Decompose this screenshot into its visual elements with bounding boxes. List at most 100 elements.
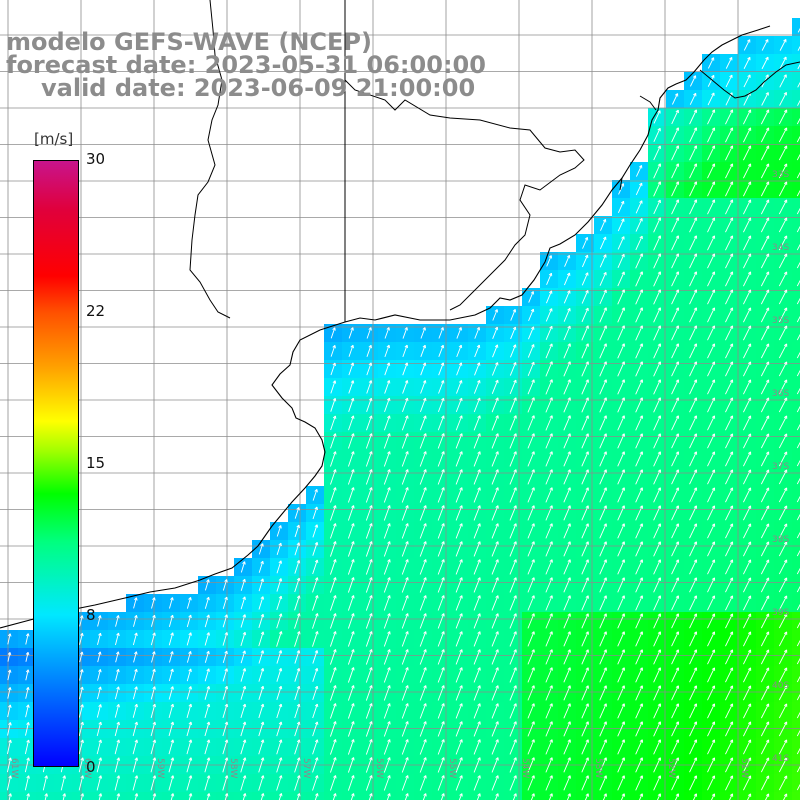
wind-arrow (365, 685, 373, 701)
wind-arrow (527, 739, 535, 755)
wind-arrow (725, 433, 734, 449)
wind-arrow (563, 649, 571, 665)
wind-arrow (419, 685, 427, 701)
wind-arrow (743, 541, 752, 557)
wind-arrow (365, 721, 373, 737)
wind-arrow (527, 505, 535, 521)
wind-arrow (276, 739, 283, 755)
wind-arrow (365, 505, 373, 521)
wind-arrow (743, 505, 752, 521)
wind-cell (90, 792, 109, 800)
wind-arrow (707, 559, 716, 575)
wind-arrow (383, 757, 391, 773)
wind-arrow (420, 397, 427, 413)
wind-arrow (294, 577, 301, 593)
wind-arrow (329, 775, 337, 791)
wind-arrow (437, 595, 445, 611)
wind-arrow (545, 505, 553, 521)
wind-arrow (473, 703, 481, 719)
wind-arrow (599, 415, 607, 431)
wind-arrow (545, 739, 553, 755)
wind-arrow (419, 451, 427, 467)
wind-arrow (581, 703, 589, 719)
wind-arrow (133, 597, 138, 609)
wind-arrow (689, 703, 698, 719)
wind-arrow (330, 380, 337, 394)
wind-arrow (689, 523, 698, 539)
wind-arrow (458, 793, 463, 800)
wind-arrow (707, 757, 716, 773)
wind-arrow (725, 595, 734, 611)
wind-arrow (546, 272, 553, 285)
wind-arrow (312, 541, 319, 556)
wind-arrow (330, 327, 336, 339)
wind-arrow (240, 739, 247, 755)
wind-arrow (491, 649, 499, 665)
wind-arrow (671, 631, 680, 647)
wind-arrow (96, 704, 102, 718)
wind-arrow (671, 289, 680, 305)
wind-arrow (760, 397, 770, 413)
wind-arrow (653, 703, 662, 719)
wind-arrow (455, 649, 463, 665)
wind-arrow (689, 343, 698, 359)
wind-cell (378, 792, 397, 800)
wind-arrow (510, 344, 517, 358)
wind-arrow (365, 667, 373, 683)
wind-arrow (491, 631, 499, 647)
lon-label: 55W (447, 758, 457, 778)
wind-arrow (204, 596, 210, 609)
wind-arrow (671, 613, 680, 629)
wind-arrow (796, 513, 800, 521)
wind-arrow (545, 649, 553, 665)
wind-arrow (150, 757, 157, 773)
wind-arrow (455, 415, 463, 431)
wind-arrow (527, 631, 535, 647)
wind-arrow (206, 793, 211, 800)
wind-cell (486, 792, 505, 800)
wind-arrow (797, 45, 800, 51)
wind-arrow (635, 505, 643, 521)
wind-arrow (653, 451, 662, 467)
wind-arrow (401, 559, 409, 575)
wind-arrow (689, 379, 698, 395)
wind-arrow (796, 549, 800, 557)
wind-arrow (437, 433, 445, 449)
wind-arrow (527, 559, 535, 575)
wind-arrow (617, 397, 625, 413)
wind-arrow (78, 704, 84, 718)
wind-arrow (743, 721, 752, 737)
wind-arrow (330, 451, 337, 467)
wind-arrow (635, 595, 643, 611)
wind-arrow (401, 523, 409, 539)
wind-arrow (132, 703, 138, 718)
wind-arrow (707, 109, 716, 125)
wind-arrow (383, 739, 391, 755)
wind-arrow (725, 541, 734, 557)
wind-arrow (419, 469, 427, 485)
wind-arrow (635, 469, 643, 485)
wind-arrow (330, 559, 337, 575)
wind-arrow (760, 253, 770, 269)
wind-arrow (743, 649, 752, 665)
wind-arrow (527, 379, 535, 395)
wind-arrow (653, 127, 661, 142)
wind-arrow (222, 721, 229, 737)
wind-arrow (689, 361, 698, 377)
wind-arrow (671, 523, 680, 539)
wind-arrow (707, 127, 716, 143)
wind-arrow (746, 793, 752, 800)
wind-arrow (401, 451, 409, 467)
wind-arrow (258, 739, 265, 755)
lat-label: 35S (772, 316, 789, 326)
wind-arrow (725, 685, 734, 701)
wind-arrow (674, 793, 680, 800)
wind-arrow (653, 487, 662, 503)
wind-cell (450, 792, 469, 800)
wind-arrow (294, 703, 301, 719)
wind-arrow (545, 433, 553, 449)
wind-arrow (617, 649, 625, 665)
wind-arrow (707, 703, 716, 719)
wind-arrow (725, 775, 734, 791)
wind-arrow (512, 793, 517, 800)
